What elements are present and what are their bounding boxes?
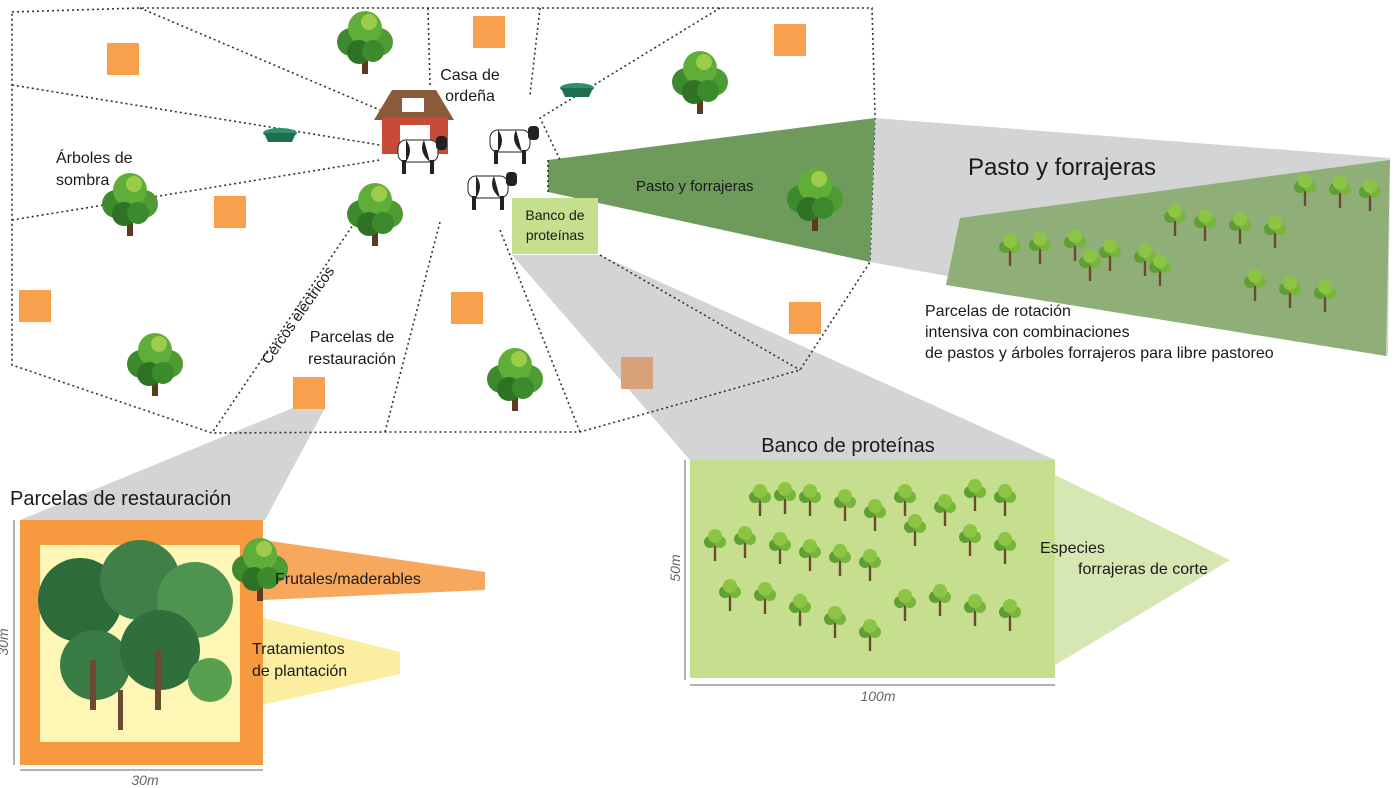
description: Parcelas de rotación	[925, 303, 1071, 320]
label: Árboles de	[56, 148, 133, 167]
treatment-wedge	[240, 612, 400, 710]
water-trough	[560, 83, 594, 97]
detail-title: Banco de proteínas	[761, 435, 934, 457]
tree	[672, 51, 728, 114]
label: restauración	[308, 351, 396, 368]
detail-title: Parcelas de restauración	[10, 488, 231, 510]
label: Pasto y forrajeras	[636, 178, 754, 195]
callout: Frutales/maderables	[275, 571, 421, 588]
label: sombra	[56, 172, 109, 189]
label: Banco de	[525, 207, 584, 223]
dimension-label: 100m	[860, 688, 895, 704]
tree	[102, 173, 158, 236]
fruit-wedge	[263, 540, 485, 600]
tree	[337, 11, 393, 74]
label: Parcelas de	[310, 329, 395, 346]
water-trough	[263, 128, 297, 142]
label: ordeña	[445, 88, 495, 105]
cow	[398, 136, 447, 174]
callout: Especies	[1040, 540, 1105, 557]
callout: Tratamientos	[252, 641, 345, 658]
cow	[490, 126, 539, 164]
description: de pastos y árboles forrajeros para libr…	[925, 345, 1274, 362]
label: Casa de	[440, 67, 500, 84]
farm-diagram: Casa de ordeña Árboles de sombra Pasto y…	[0, 0, 1400, 788]
detail-title: Pasto y forrajeras	[968, 154, 1156, 181]
dimension-label: 30m	[131, 772, 159, 788]
dimension-label: 30m	[0, 628, 11, 656]
cow	[468, 172, 517, 210]
description: intensiva con combinaciones	[925, 324, 1130, 341]
tree	[127, 333, 183, 396]
callout: forrajeras de corte	[1078, 561, 1208, 578]
tree	[487, 348, 543, 411]
label: proteínas	[526, 227, 584, 243]
dimension-label: 50m	[667, 554, 683, 582]
callout: de plantación	[252, 663, 347, 680]
tree	[347, 183, 403, 246]
